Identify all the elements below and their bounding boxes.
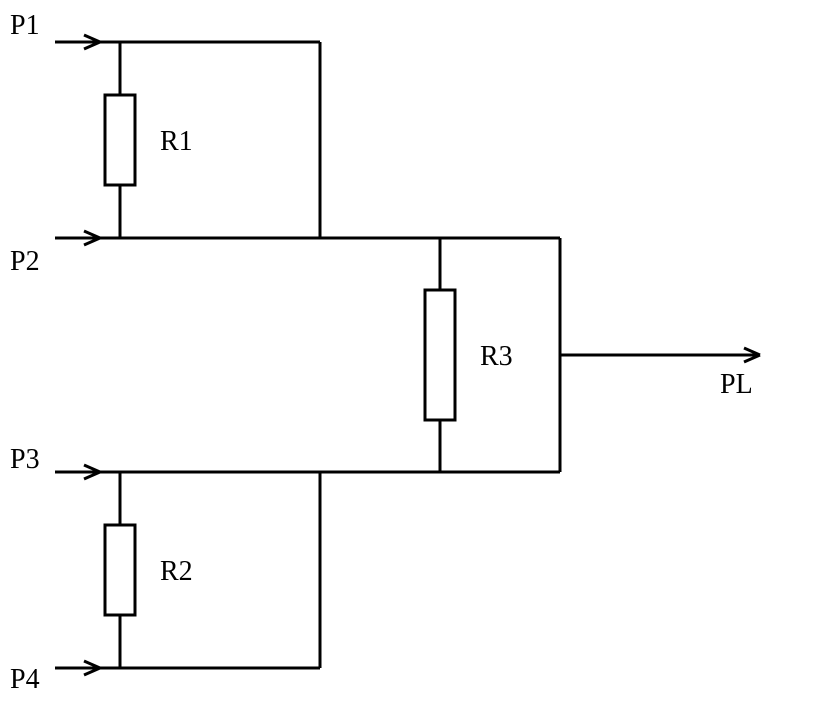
label-pl: PL — [720, 369, 753, 401]
label-r3: R3 — [480, 341, 513, 373]
label-r2: R2 — [160, 556, 193, 588]
circuit-svg — [0, 0, 820, 707]
label-p2: P2 — [10, 246, 40, 278]
label-p3: P3 — [10, 444, 40, 476]
label-p1: P1 — [10, 10, 40, 42]
label-p4: P4 — [10, 664, 40, 696]
label-r1: R1 — [160, 126, 193, 158]
